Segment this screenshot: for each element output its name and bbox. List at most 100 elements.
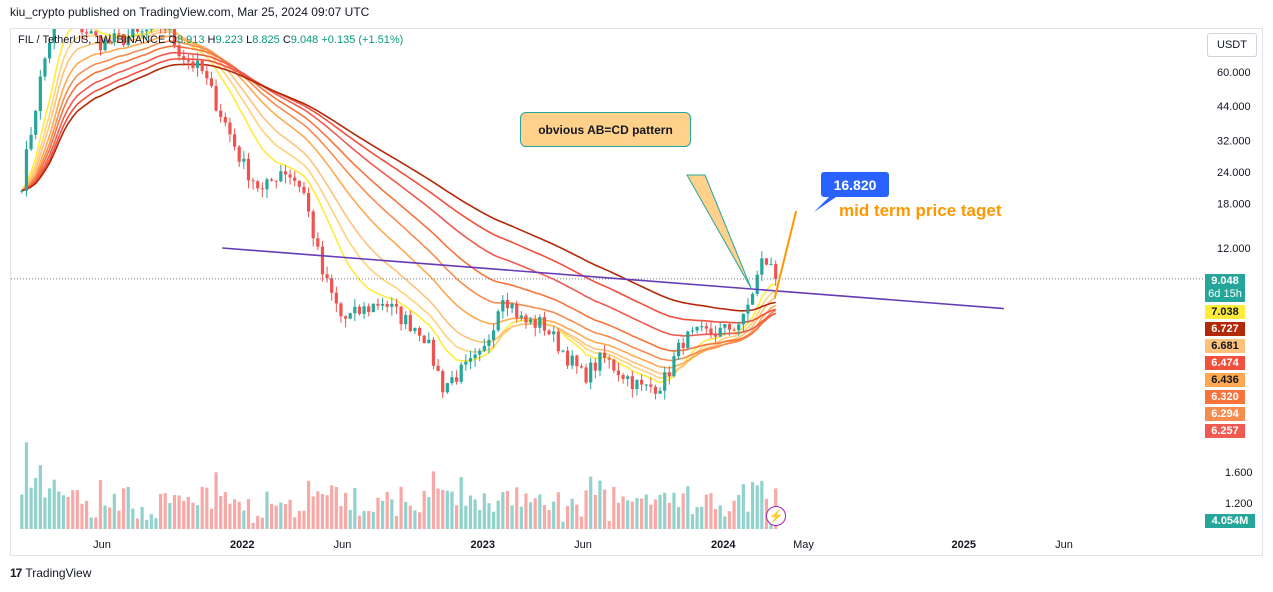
- close-label: C: [282, 34, 291, 46]
- volume-bar: [501, 492, 505, 529]
- candle-body: [635, 379, 639, 389]
- volume-bar: [524, 493, 528, 529]
- volume-bar: [362, 511, 366, 529]
- volume-bar: [195, 505, 200, 529]
- candle-body: [445, 383, 449, 393]
- ema-ribbon-line: [21, 29, 777, 379]
- volume-bar: [154, 518, 158, 529]
- candle-body: [214, 86, 218, 111]
- ema-ribbon-line: [21, 51, 777, 337]
- candle-body: [496, 311, 500, 331]
- volume-bar: [630, 501, 634, 529]
- candle-body: [598, 352, 602, 371]
- candle-body: [579, 366, 584, 368]
- candle-body: [24, 149, 29, 191]
- volume-bar: [325, 495, 329, 529]
- lightning-icon[interactable]: ⚡: [766, 506, 786, 526]
- volume-bar: [450, 491, 454, 529]
- volume-bar: [89, 517, 93, 529]
- candle-body: [760, 258, 764, 275]
- volume-bar: [746, 511, 750, 529]
- symbol-label[interactable]: FIL / TetherUS, 1W, BINANCE: [18, 34, 166, 46]
- volume-bar: [357, 515, 362, 529]
- price-chart[interactable]: 60.000 44.000 32.000 24.000 18.000 12.000 1.60…: [11, 29, 1264, 557]
- volume-bar: [626, 500, 630, 529]
- volume-bar: [394, 515, 399, 529]
- ema-ribbon-line: [21, 58, 776, 324]
- volume-bar: [172, 495, 177, 529]
- candle-body: [140, 31, 144, 33]
- purple-trendline: [222, 247, 1004, 310]
- candle-body: [320, 246, 325, 275]
- candle-body: [556, 331, 560, 352]
- volume-bar: [427, 497, 431, 529]
- chart-frame[interactable]: 60.000 44.000 32.000 24.000 18.000 12.000 1.60…: [10, 28, 1263, 556]
- volume-bar: [621, 496, 625, 529]
- volume-bar: [177, 495, 181, 529]
- x-tick-label: 2024: [711, 539, 736, 551]
- candle-body: [20, 190, 24, 192]
- candle-body: [177, 45, 181, 57]
- volume-bar: [334, 486, 338, 529]
- volume-bar: [237, 501, 241, 529]
- volume-bar: [66, 496, 70, 529]
- x-tick-label: 2023: [471, 539, 495, 551]
- candle-body: [649, 384, 653, 387]
- volume-bar: [140, 506, 144, 529]
- candle-body: [686, 331, 690, 348]
- candle-body: [413, 328, 417, 332]
- candle-body: [658, 390, 662, 394]
- volume-bar: [552, 501, 556, 529]
- candle-body: [89, 31, 93, 34]
- y-tick-label: 60.000: [1217, 67, 1251, 79]
- price-axis-tag: 9.048 6d 15h: [1205, 274, 1245, 302]
- projection-line: [773, 210, 798, 299]
- candle-body: [602, 352, 607, 358]
- candle-body: [376, 303, 380, 306]
- candle-body: [168, 29, 172, 30]
- volume-bar: [214, 472, 218, 529]
- candle-body: [547, 330, 551, 335]
- candle-body: [464, 361, 468, 365]
- volume-bar: [454, 505, 459, 529]
- candle-body: [663, 372, 667, 391]
- candle-body: [334, 292, 338, 304]
- volume-bar: [121, 488, 126, 529]
- volume-bar: [741, 484, 745, 529]
- volume-bar: [38, 465, 42, 529]
- volume-bar: [681, 493, 685, 529]
- candle-body: [524, 315, 528, 323]
- volume-bar: [473, 499, 477, 529]
- candle-body: [695, 326, 699, 331]
- price-tag-countdown: 6d 15h: [1208, 288, 1242, 300]
- candle-body: [482, 345, 486, 351]
- volume-bar: [302, 510, 306, 529]
- candle-body: [561, 350, 565, 352]
- candle-body: [251, 180, 255, 182]
- candle-body: [182, 56, 186, 61]
- volume-bar: [269, 503, 274, 529]
- candle-body: [723, 323, 727, 328]
- candle-body: [718, 327, 722, 337]
- candle-body: [505, 300, 510, 309]
- y-tick-label: 44.000: [1217, 101, 1251, 113]
- volume-bar: [644, 494, 648, 529]
- volume-bar: [265, 491, 269, 529]
- volume-bar: [695, 507, 699, 529]
- candle-body: [232, 134, 237, 147]
- volume-bar: [755, 485, 759, 529]
- candle-body: [459, 364, 463, 382]
- volume-bar: [242, 510, 246, 529]
- volume-bar: [348, 510, 352, 529]
- currency-button[interactable]: USDT: [1207, 33, 1257, 57]
- volume-bar: [658, 494, 662, 529]
- candle-body: [713, 333, 718, 337]
- y-tick-label: 24.000: [1217, 167, 1251, 179]
- candle-body: [542, 317, 547, 331]
- volume-bar: [385, 491, 389, 529]
- candle-body: [764, 258, 769, 265]
- candle-body: [29, 134, 33, 150]
- price-axis-tag: 6.257: [1205, 424, 1245, 438]
- candle-body: [172, 29, 177, 46]
- footer-logo-text: TradingView: [25, 566, 92, 580]
